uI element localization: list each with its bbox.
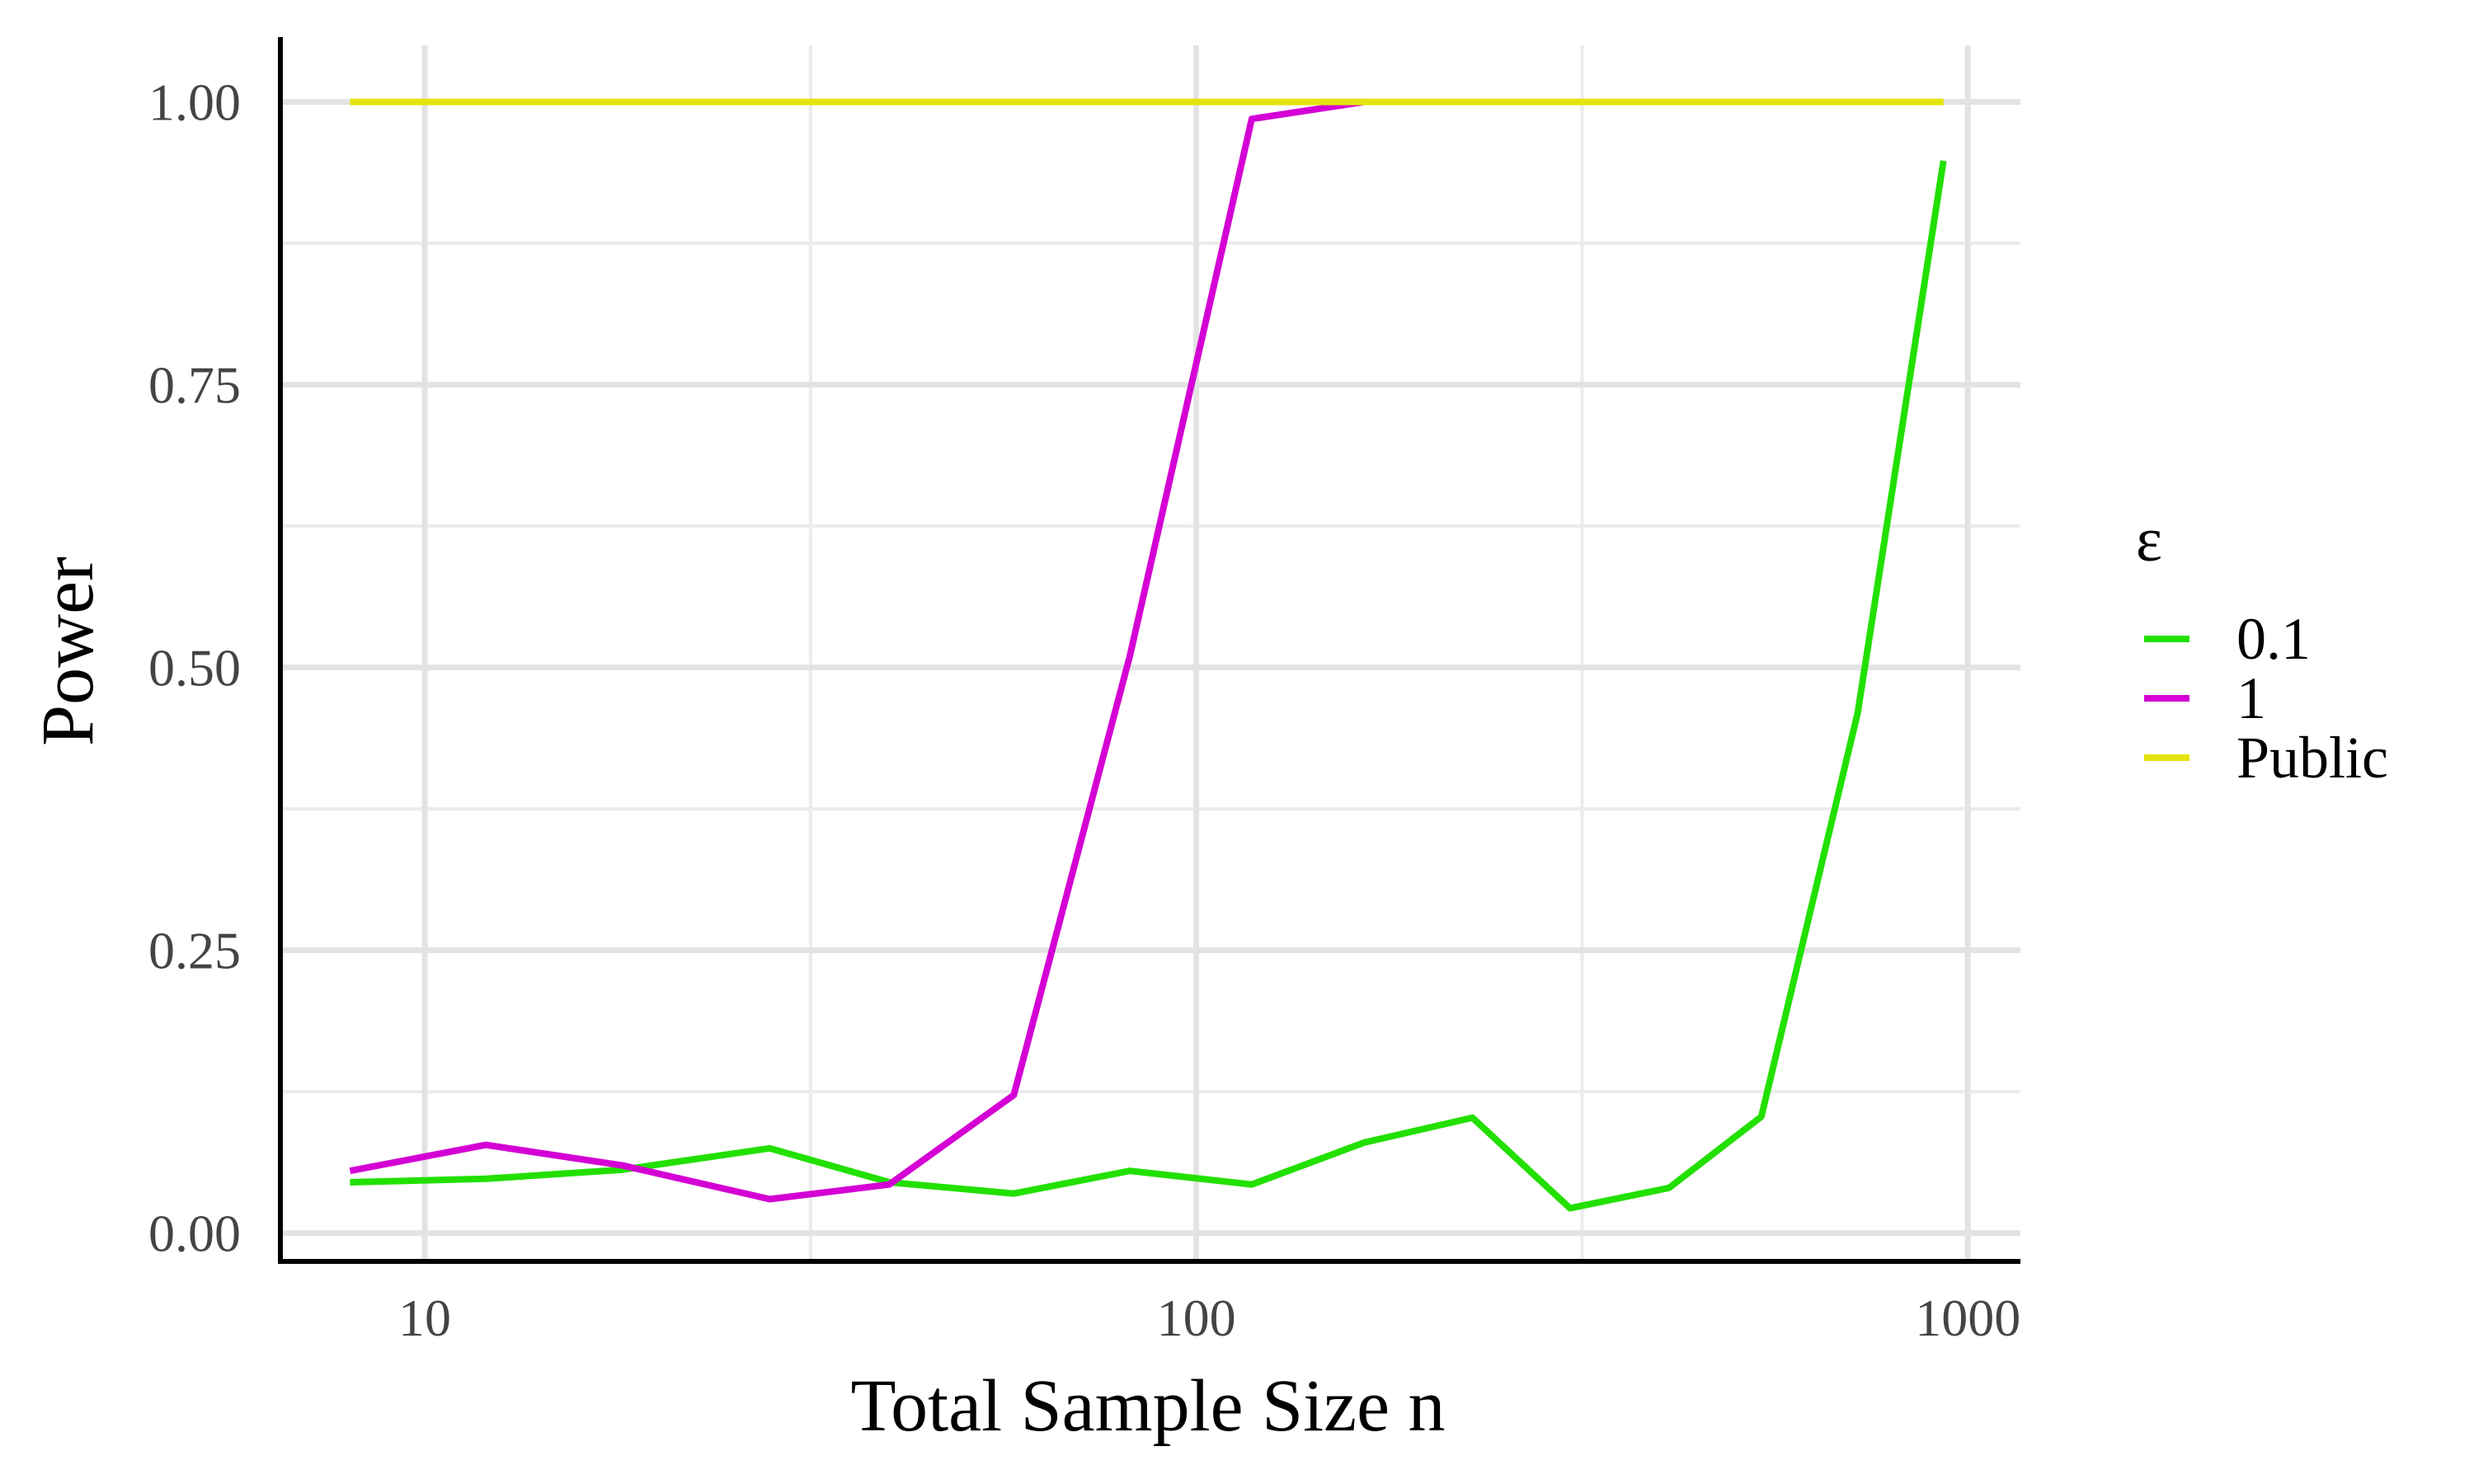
- legend-label: 1: [2236, 665, 2266, 731]
- legend-label: Public: [2236, 725, 2388, 791]
- y-tick-labels: 0.00 0.25 0.50 0.75 1.00: [148, 73, 241, 1263]
- series-line-1: [349, 98, 1365, 1203]
- y-tick-label: 0.00: [148, 1205, 241, 1263]
- y-tick-label: 0.25: [148, 922, 241, 980]
- y-axis-title: Power: [27, 556, 109, 746]
- x-tick-label: 10: [398, 1289, 451, 1347]
- legend-label: 0.1: [2236, 606, 2311, 672]
- y-tick-label: 0.75: [148, 356, 241, 415]
- x-tick-labels: 10 100 1000: [398, 1289, 2020, 1347]
- x-tick-label: 100: [1157, 1289, 1236, 1347]
- legend-title: ε: [2136, 505, 2162, 575]
- y-tick-label: 1.00: [148, 73, 241, 132]
- series-lines: [349, 98, 1947, 1212]
- y-tick-label: 0.50: [148, 639, 241, 697]
- series-line-0-1: [350, 160, 1947, 1212]
- x-tick-label: 1000: [1915, 1289, 2020, 1347]
- x-axis-title: Total Sample Size n: [850, 1365, 1445, 1447]
- minor-gridlines: [280, 45, 2020, 1261]
